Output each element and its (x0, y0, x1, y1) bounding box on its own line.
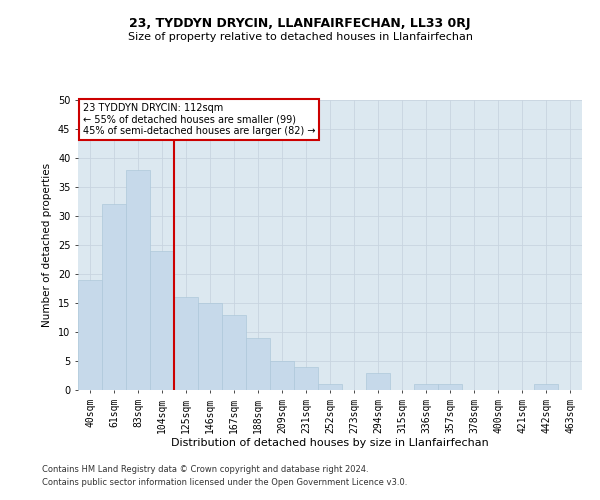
Bar (534, 384, 558, 390)
Bar (438, 384, 462, 390)
Bar (318, 384, 342, 390)
Bar (102, 204, 126, 390)
Bar (366, 372, 390, 390)
Bar (78, 280, 102, 390)
Text: Contains HM Land Registry data © Crown copyright and database right 2024.: Contains HM Land Registry data © Crown c… (42, 466, 368, 474)
Text: 23 TYDDYN DRYCIN: 112sqm
← 55% of detached houses are smaller (99)
45% of semi-d: 23 TYDDYN DRYCIN: 112sqm ← 55% of detach… (83, 103, 316, 136)
Bar (198, 303, 222, 390)
Bar (150, 251, 174, 390)
Bar (294, 367, 318, 390)
Bar (222, 314, 246, 390)
Text: Size of property relative to detached houses in Llanfairfechan: Size of property relative to detached ho… (128, 32, 473, 42)
Y-axis label: Number of detached properties: Number of detached properties (43, 163, 52, 327)
Bar (246, 338, 270, 390)
Text: Contains public sector information licensed under the Open Government Licence v3: Contains public sector information licen… (42, 478, 407, 487)
X-axis label: Distribution of detached houses by size in Llanfairfechan: Distribution of detached houses by size … (171, 438, 489, 448)
Bar (270, 361, 294, 390)
Bar (126, 170, 150, 390)
Text: 23, TYDDYN DRYCIN, LLANFAIRFECHAN, LL33 0RJ: 23, TYDDYN DRYCIN, LLANFAIRFECHAN, LL33 … (129, 18, 471, 30)
Bar (174, 297, 198, 390)
Bar (414, 384, 438, 390)
